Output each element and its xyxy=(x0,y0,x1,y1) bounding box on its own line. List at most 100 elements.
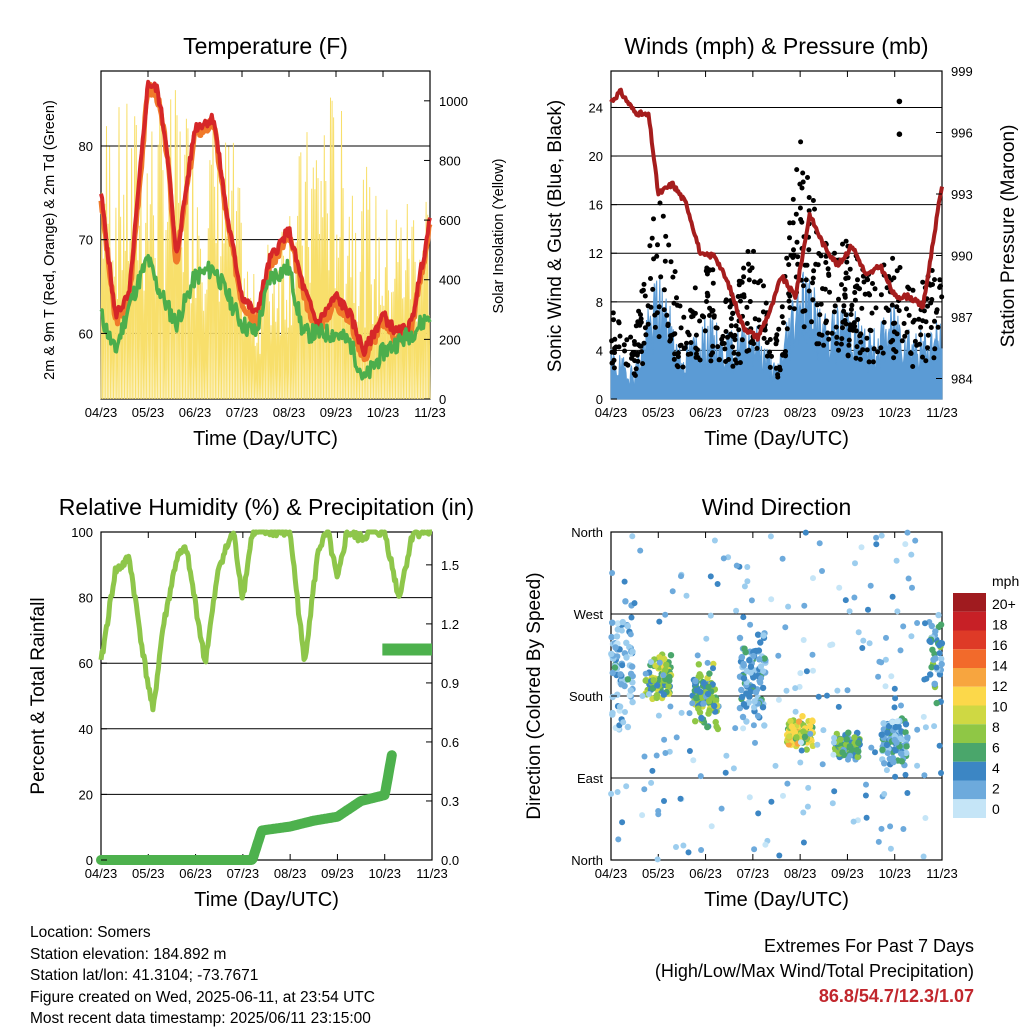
direction-point xyxy=(730,765,737,772)
direction-point xyxy=(898,702,904,709)
direction-point xyxy=(660,691,667,698)
gust-point xyxy=(745,249,751,254)
pressure-series xyxy=(609,87,944,342)
gust-point xyxy=(840,325,845,331)
gust-point xyxy=(823,260,829,265)
gust-point xyxy=(668,333,673,339)
gust-point xyxy=(806,288,812,294)
gust-point xyxy=(764,340,770,346)
x-tick-label: 11/23 xyxy=(926,405,958,420)
direction-point xyxy=(662,611,669,618)
direction-point xyxy=(760,632,767,639)
gust-point xyxy=(764,353,770,359)
gust-point xyxy=(857,286,862,292)
gust-point xyxy=(640,361,646,367)
gust-point xyxy=(678,342,684,348)
extremes-subtitle: (High/Low/Max Wind/Total Precipitation) xyxy=(654,961,974,981)
direction-point xyxy=(787,718,794,725)
direction-point xyxy=(902,749,910,757)
x-tick-label: 05/23 xyxy=(642,405,675,420)
x-tick-label: 05/23 xyxy=(132,866,165,881)
direction-point xyxy=(685,849,692,856)
direction-point xyxy=(710,665,716,672)
gust-point xyxy=(641,340,647,346)
gust-point xyxy=(751,248,756,254)
gust-point xyxy=(917,341,923,347)
gust-point xyxy=(790,255,796,260)
direction-point xyxy=(792,708,799,715)
gust-point xyxy=(832,250,837,256)
gust-point xyxy=(937,285,943,290)
direction-point xyxy=(776,852,783,859)
gust-point xyxy=(896,131,903,137)
gust-point xyxy=(633,366,639,372)
gust-point xyxy=(719,336,725,342)
gust-point xyxy=(623,361,629,367)
gust-point xyxy=(756,317,762,323)
direction-point xyxy=(624,676,632,683)
direction-point xyxy=(623,654,630,661)
direction-point xyxy=(692,677,699,685)
gust-point xyxy=(629,351,635,357)
direction-point xyxy=(619,618,626,626)
gust-point xyxy=(667,338,673,344)
gust-point xyxy=(746,347,752,353)
direction-point xyxy=(920,853,927,860)
direction-point xyxy=(665,682,672,690)
x-tick-label: 11/23 xyxy=(926,866,958,881)
direction-point xyxy=(803,746,810,753)
gust-point xyxy=(707,313,712,318)
gust-point xyxy=(786,262,792,268)
location-text: Location: Somers xyxy=(30,924,151,941)
direction-point xyxy=(904,734,911,741)
direction-point xyxy=(806,722,814,730)
y-tick-label: 40 xyxy=(79,722,93,737)
gust-point xyxy=(824,318,829,324)
gust-point xyxy=(722,346,728,352)
direction-point xyxy=(619,662,626,669)
gust-point xyxy=(858,331,864,337)
gust-point xyxy=(866,291,872,297)
gust-point xyxy=(650,286,656,292)
gust-point xyxy=(930,282,935,287)
x-axis-label: Time (Day/UTC) xyxy=(704,889,849,911)
direction-point xyxy=(711,537,718,544)
y-tick-label: 20 xyxy=(589,149,603,164)
gust-point xyxy=(713,325,719,331)
direction-point xyxy=(714,581,721,587)
direction-point xyxy=(609,570,616,576)
gust-point xyxy=(881,319,887,325)
direction-point xyxy=(863,814,870,821)
direction-point xyxy=(814,741,821,748)
direction-point xyxy=(905,575,912,582)
gust-point xyxy=(661,307,667,313)
gust-point xyxy=(723,297,729,303)
gust-point xyxy=(715,344,721,350)
gust-point xyxy=(800,170,806,176)
direction-point xyxy=(761,722,768,729)
gust-point xyxy=(855,317,861,322)
gust-point xyxy=(818,301,824,307)
gust-point xyxy=(631,371,637,377)
gust-point xyxy=(861,279,867,285)
gust-point xyxy=(730,363,736,369)
gust-point xyxy=(612,345,618,351)
gust-point xyxy=(827,289,832,295)
gust-point xyxy=(628,334,634,340)
y-tick-label: North xyxy=(571,525,603,540)
direction-point xyxy=(843,736,850,743)
created-text: Figure created on Wed, 2025-06-11, at 23… xyxy=(30,988,375,1006)
gust-point xyxy=(661,287,667,293)
gust-point xyxy=(728,323,734,329)
gust-point xyxy=(638,316,644,322)
direction-point xyxy=(883,767,890,774)
direction-point xyxy=(629,648,636,655)
gust-point xyxy=(616,320,622,326)
direction-point xyxy=(904,790,911,796)
direction-point xyxy=(827,642,834,649)
direction-point xyxy=(747,663,755,670)
gust-point xyxy=(932,318,937,324)
direction-point xyxy=(677,795,684,802)
x-tick-label: 06/23 xyxy=(689,405,722,420)
gust-point xyxy=(799,185,805,191)
